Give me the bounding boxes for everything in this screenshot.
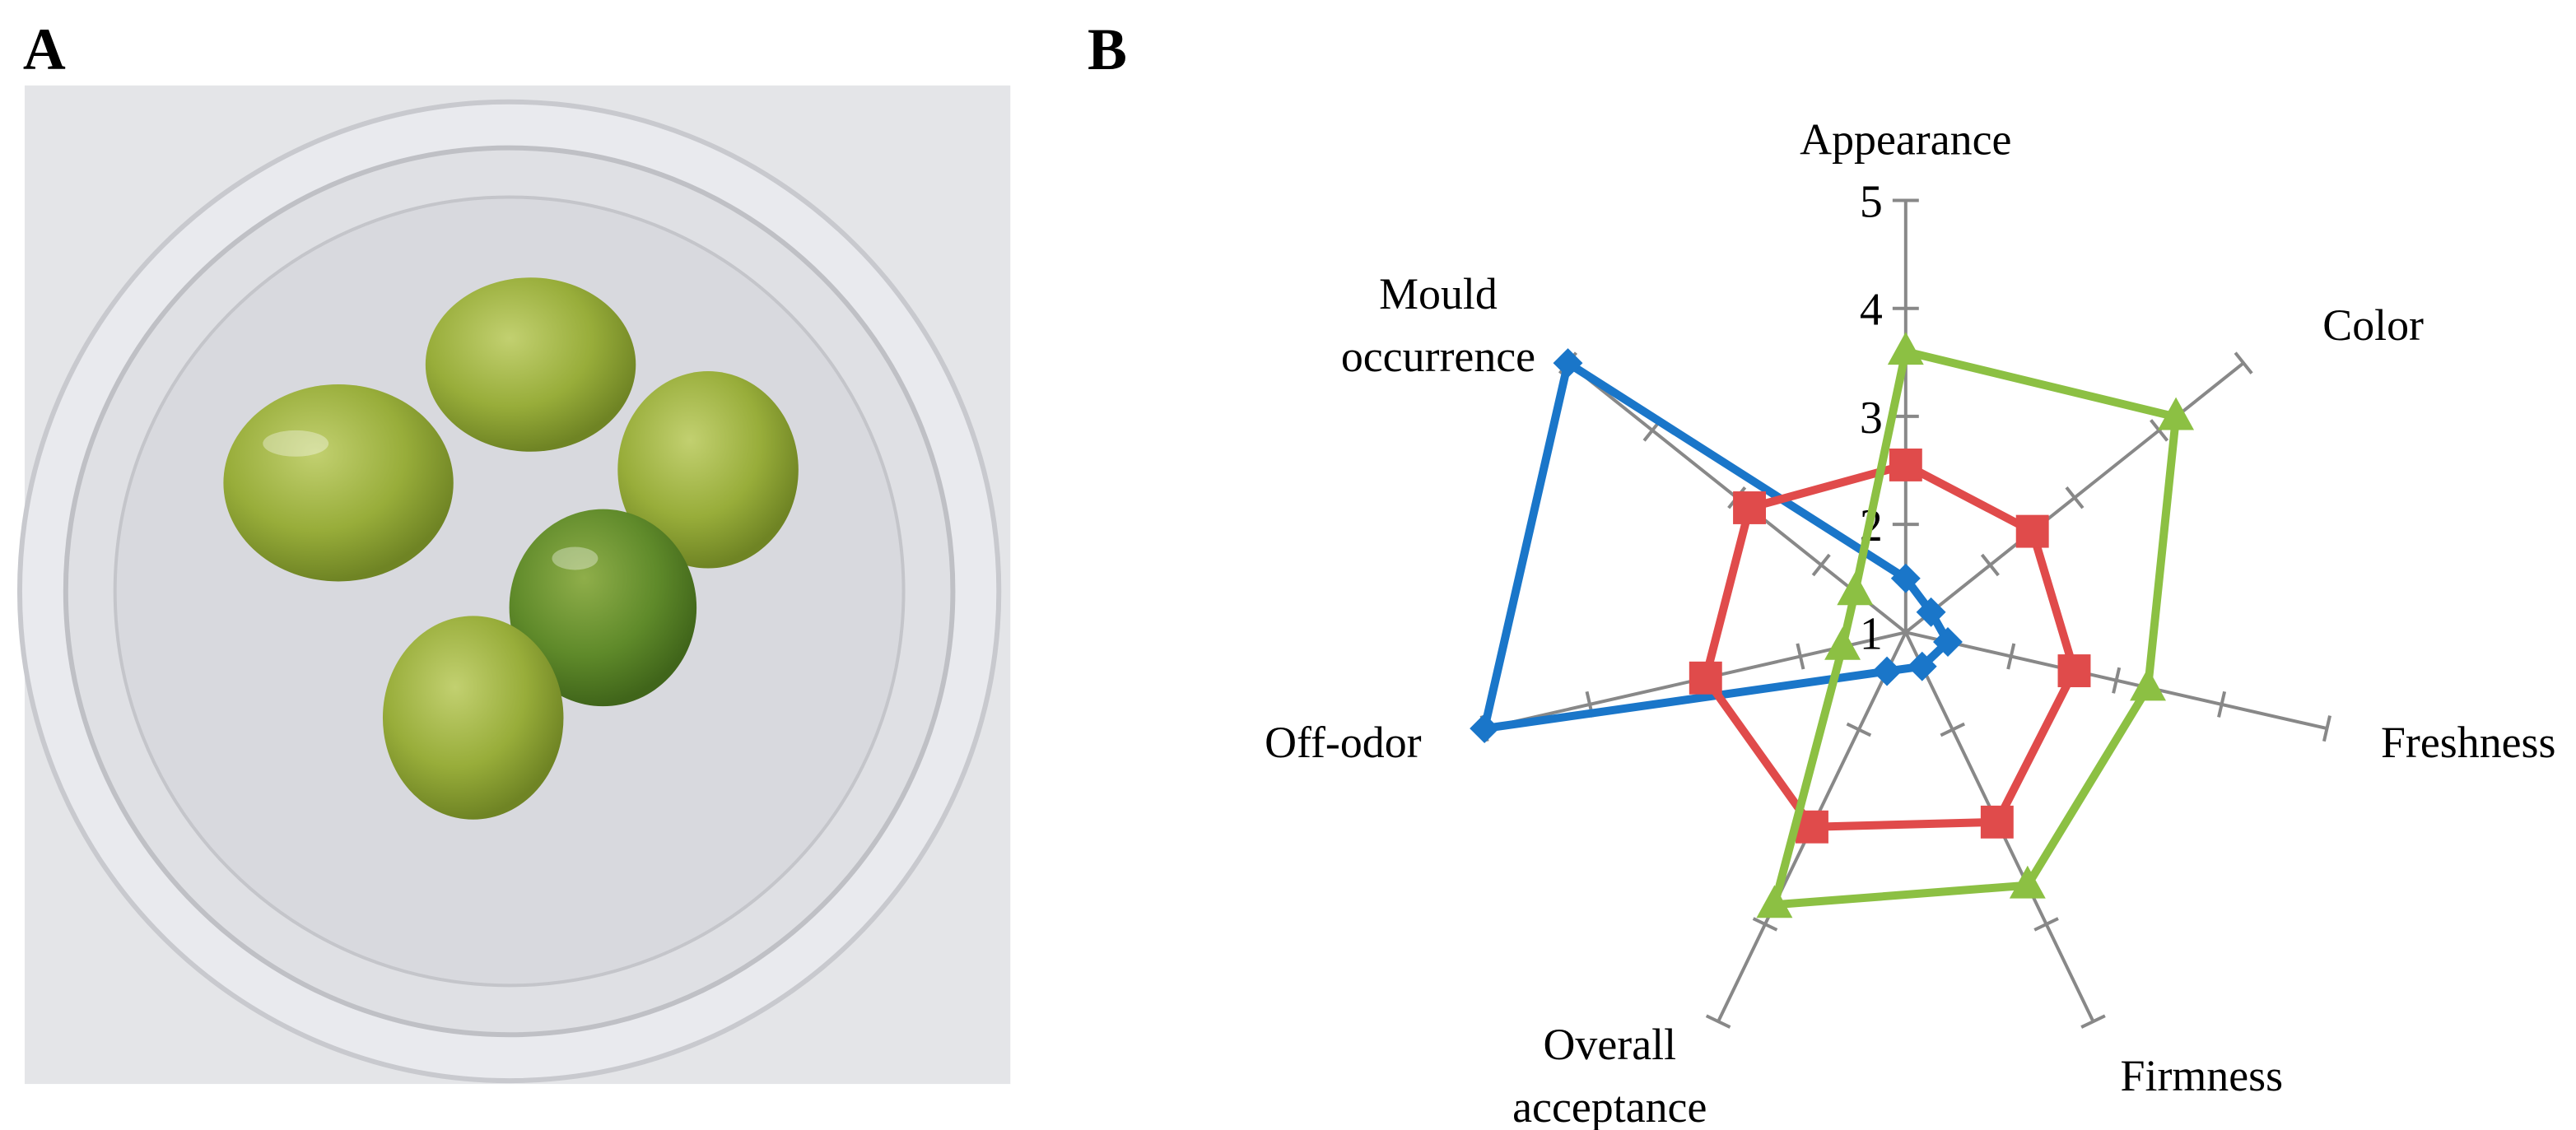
marker (1689, 661, 1722, 695)
marker (1824, 626, 1861, 660)
category-label: Mould occurrence (1340, 269, 1536, 381)
marker (1756, 885, 1793, 918)
category-label-box: Freshness (2380, 717, 2556, 767)
marker (1889, 448, 1922, 481)
tick-label: 3 (1860, 393, 1883, 444)
category-label: Off-odor (1265, 717, 1422, 767)
marker (2130, 667, 2166, 701)
tick-mark (1752, 917, 1778, 932)
tick-mark (2112, 667, 2122, 694)
marker (2158, 397, 2195, 430)
tick-label: 5 (1860, 176, 1883, 227)
tick-mark (2217, 691, 2227, 718)
series-line (1701, 460, 2079, 831)
category-label-box: Appearance (1800, 114, 2012, 165)
tick-label: 4 (1860, 285, 1883, 336)
marker (1553, 348, 1583, 379)
category-label: Overall acceptance (1512, 1020, 1707, 1130)
marker (1890, 563, 1921, 593)
marker (1733, 491, 1767, 524)
tick-mark (2033, 917, 2059, 932)
category-label-box: Color (2322, 300, 2425, 350)
category-label: Freshness (2380, 717, 2556, 767)
marker (2057, 654, 2091, 687)
marker (1907, 651, 1937, 681)
tick-mark (2234, 351, 2253, 374)
category-label: Appearance (1800, 114, 2012, 165)
tick-mark (1940, 722, 1965, 737)
photo (16, 85, 1011, 1085)
category-label-box: Mould occurrence (1340, 269, 1536, 381)
tick-mark (1705, 1014, 1731, 1029)
tick-mark (1796, 643, 1805, 670)
tick-mark (2006, 643, 2016, 670)
tick-mark (2322, 715, 2331, 742)
marker (1916, 597, 1946, 627)
tick-mark (1846, 722, 1872, 737)
marker (1887, 332, 1924, 365)
tick-mark (2065, 486, 2085, 509)
marker (1980, 805, 2014, 839)
category-label-box: Off-odor (1265, 717, 1422, 767)
tick-mark (2150, 419, 2169, 442)
panel-label: A (23, 16, 66, 82)
panel-label: B (1088, 16, 1127, 82)
tick-mark (2080, 1014, 2106, 1029)
category-label: Color (2322, 300, 2425, 350)
tick-mark (1980, 553, 2000, 577)
tick-label: 1 (1860, 608, 1883, 659)
marker (2015, 514, 2049, 548)
marker (1872, 656, 1903, 686)
tick-mark (1811, 553, 1831, 577)
marker (2009, 865, 2046, 899)
category-label-box: Overall acceptance (1512, 1020, 1707, 1130)
category-label-box: Firmness (2120, 1051, 2284, 1101)
marker (1933, 627, 1963, 657)
category-label: Firmness (2120, 1051, 2284, 1101)
radar-chart: Appearance Color Freshness Firmness Overall … (1265, 114, 2556, 1130)
marker (1470, 714, 1500, 744)
marker (1837, 572, 1874, 606)
